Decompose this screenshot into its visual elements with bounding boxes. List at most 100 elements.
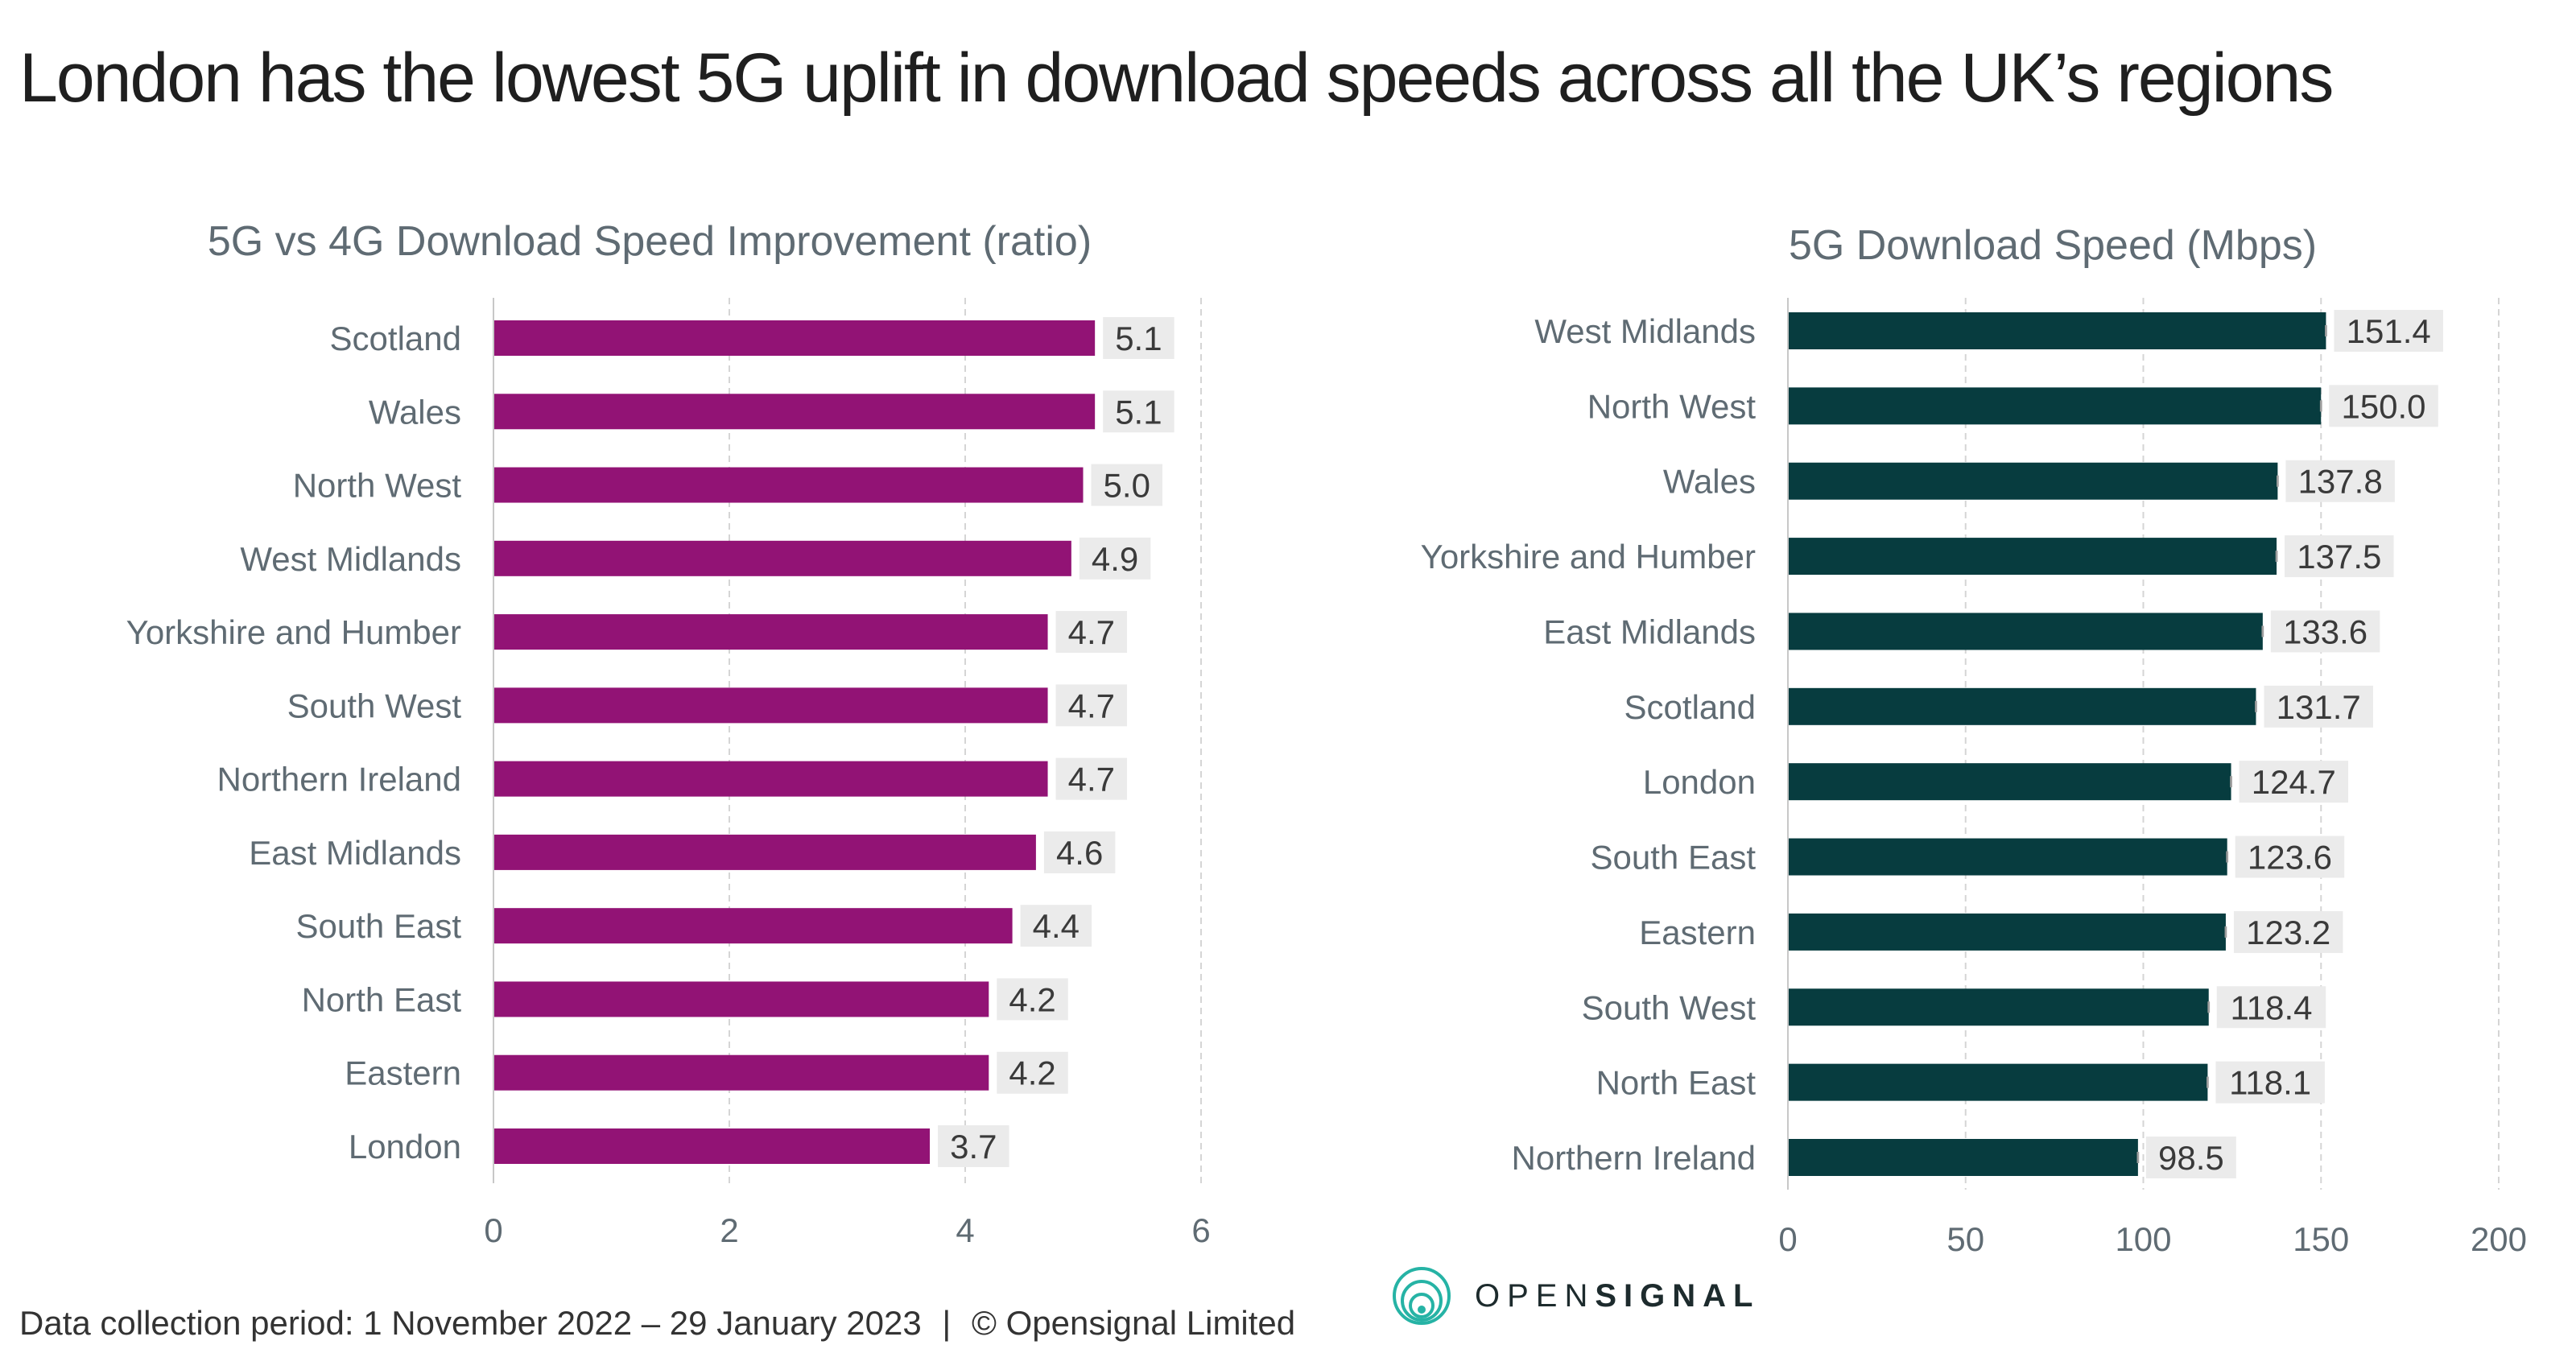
category-label: Eastern <box>1639 914 1756 951</box>
tick-label: 4 <box>956 1211 974 1249</box>
footer-separator: | <box>942 1304 952 1342</box>
bar-group-yorkshire-and-humber: Yorkshire and Humber 137.5 <box>1421 535 2394 578</box>
category-label: South East <box>296 907 462 945</box>
value-label-bg <box>1103 317 1174 359</box>
value-label: 137.5 <box>2297 538 2381 576</box>
category-label: Northern Ireland <box>1512 1139 1757 1177</box>
bar <box>1788 462 2278 500</box>
bar <box>1788 1063 2208 1101</box>
bar-group-south-west: South West 4.7 <box>287 684 1128 727</box>
bar-group-east-midlands: East Midlands 4.6 <box>249 831 1116 873</box>
value-label: 124.7 <box>2252 763 2336 801</box>
bar-group-scotland: Scotland 131.7 <box>1624 685 2373 728</box>
value-label-bg <box>2145 1137 2236 1178</box>
tick-label: 100 <box>2115 1220 2171 1258</box>
bar-group-south-east: South East 123.6 <box>1591 835 2345 878</box>
value-label: 4.6 <box>1056 834 1103 872</box>
bar-group-wales: Wales 137.8 <box>1663 460 2395 502</box>
value-label: 3.7 <box>950 1128 997 1166</box>
bar <box>493 908 1013 944</box>
value-label-bg <box>2235 835 2345 878</box>
tick-label: 0 <box>484 1211 502 1249</box>
value-label: 123.2 <box>2246 914 2330 951</box>
value-label: 5.1 <box>1115 320 1162 357</box>
tick-label: 200 <box>2471 1220 2527 1258</box>
value-label-bg <box>997 978 1068 1021</box>
value-label-bg <box>2285 535 2394 578</box>
bar-group-west-midlands: West Midlands 4.9 <box>240 537 1151 580</box>
value-label-bg <box>1055 684 1128 727</box>
bar <box>493 467 1084 503</box>
value-label: 4.4 <box>1033 907 1080 945</box>
category-label: West Midlands <box>240 540 461 578</box>
tick-label: 50 <box>1946 1220 1984 1258</box>
category-label: London <box>349 1128 461 1166</box>
category-label: Yorkshire and Humber <box>1421 538 1756 576</box>
bar <box>1788 687 2256 725</box>
logo-wordmark: OPENSIGNAL <box>1475 1278 1760 1314</box>
bar-group-northern-ireland: Northern Ireland 4.7 <box>217 757 1128 800</box>
value-label: 131.7 <box>2277 688 2361 726</box>
category-label: North East <box>1596 1064 1757 1102</box>
bar-group-london: London 3.7 <box>349 1125 1009 1167</box>
value-label-bg <box>2239 761 2349 803</box>
bar-group-london: London 124.7 <box>1643 761 2349 803</box>
value-label-bg <box>1020 905 1092 947</box>
page-title: London has the lowest 5G uplift in downl… <box>19 39 2334 117</box>
bar-group-yorkshire-and-humber: Yorkshire and Humber 4.7 <box>126 611 1128 654</box>
category-label: Eastern <box>345 1054 461 1092</box>
footer: Data collection period: 1 November 2022 … <box>19 1304 1295 1343</box>
bar-group-east-midlands: East Midlands 133.6 <box>1543 610 2380 653</box>
bar <box>493 1128 931 1164</box>
bar <box>493 540 1071 576</box>
bar-group-north-east: North East 4.2 <box>302 978 1068 1021</box>
value-label-bg <box>997 1051 1068 1094</box>
value-label: 123.6 <box>2248 839 2332 877</box>
value-label-bg <box>1103 390 1174 433</box>
value-label-bg <box>938 1125 1009 1167</box>
opensignal-logo-icon <box>1393 1267 1451 1325</box>
value-label-bg <box>2329 385 2438 427</box>
bar <box>1788 1139 2138 1176</box>
value-label: 4.7 <box>1068 687 1115 724</box>
category-label: South West <box>287 687 462 724</box>
value-label: 133.6 <box>2283 613 2368 650</box>
value-label: 4.2 <box>1009 980 1055 1018</box>
bar <box>1788 312 2326 349</box>
category-label: North West <box>293 467 462 505</box>
value-label: 5.1 <box>1115 393 1162 431</box>
bar-group-south-east: South East 4.4 <box>296 905 1092 947</box>
value-label-bg <box>1055 757 1128 800</box>
value-label-bg <box>2264 685 2373 728</box>
tick-label: 0 <box>1778 1220 1797 1258</box>
value-label-bg <box>2233 910 2343 953</box>
category-label: South West <box>1582 988 1757 1026</box>
category-label: East Midlands <box>249 834 461 872</box>
bar-group-west-midlands: West Midlands 151.4 <box>1534 310 2443 352</box>
value-label-bg <box>1055 611 1128 654</box>
tick-label: 2 <box>720 1211 738 1249</box>
category-label: Yorkshire and Humber <box>126 613 461 651</box>
bar-group-northern-ireland: Northern Ireland 98.5 <box>1512 1137 2236 1178</box>
logo-prefix: OPEN <box>1475 1277 1596 1314</box>
bar <box>493 834 1036 870</box>
bar <box>1788 387 2322 425</box>
bar <box>493 394 1096 430</box>
tick-label: 150 <box>2293 1220 2349 1258</box>
value-label: 4.7 <box>1068 613 1115 651</box>
value-label-bg <box>1091 464 1162 506</box>
bar <box>493 761 1048 797</box>
value-label: 118.4 <box>2230 988 2312 1026</box>
value-label-bg <box>1043 831 1116 873</box>
category-label: West Midlands <box>1534 312 1756 350</box>
value-label-bg <box>2270 610 2380 653</box>
value-label-bg <box>2334 310 2443 352</box>
value-label-bg <box>1079 537 1151 580</box>
bar-group-north-east: North East 118.1 <box>1596 1061 2325 1104</box>
tick-label: 6 <box>1191 1211 1210 1249</box>
opensignal-logo: OPENSIGNAL <box>1391 1265 1760 1326</box>
bar <box>1788 538 2277 576</box>
category-label: North West <box>1587 387 1757 425</box>
value-label-bg <box>2216 986 2326 1029</box>
chart-title: 5G vs 4G Download Speed Improvement (rat… <box>208 218 1092 265</box>
